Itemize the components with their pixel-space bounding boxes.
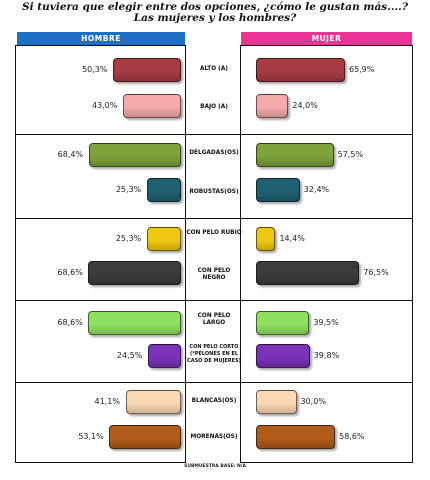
women-bar-morenas-os (256, 425, 336, 449)
men-bar-con-pelo-rubio (146, 227, 181, 251)
men-value-label: 25,3% (115, 234, 142, 243)
women-bar-alto-a (256, 58, 345, 82)
women-bar-con-pelo-rubio (256, 227, 276, 251)
women-bar-con-pelo-corto-pelones-e (256, 344, 310, 368)
women-header: Mujer (241, 32, 412, 46)
men-value-label: 68,4% (57, 150, 84, 159)
men-bar-delgadas-os (88, 143, 181, 167)
women-bar-blancas-os (256, 390, 297, 414)
men-bar-robustas-os (146, 178, 181, 202)
category-label-bajo-a: Bajo (a) (200, 104, 228, 110)
category-label-robustas-os: Robustas(os) (189, 189, 239, 195)
women-bar-delgadas-os (256, 143, 334, 167)
chart-title-line2: Las mujeres y los hombres? (133, 12, 297, 24)
men-value-label: 50,3% (82, 65, 108, 74)
women-bar-con-pelo-largo (256, 311, 310, 335)
men-value-label: 25,3% (115, 185, 142, 194)
men-value-label: 68,6% (57, 268, 83, 277)
women-value-label: 32,4% (303, 185, 330, 194)
women-value-label: 39,5% (313, 318, 339, 327)
women-bar-bajo-a (256, 94, 289, 118)
men-bar-con-pelo-corto-pelones-e (147, 344, 181, 368)
men-value-label: 53,1% (78, 432, 104, 441)
men-panel (15, 45, 186, 463)
chart-footer: Submuestra base: N/A (184, 464, 246, 469)
chart-title-line1: Si tuviera que elegir entre dos opciones… (22, 1, 408, 13)
women-panel (240, 45, 413, 463)
group-divider (15, 218, 413, 219)
women-value-label: 65,9% (348, 65, 375, 74)
men-bar-alto-a (113, 58, 181, 82)
men-value-label: 68,6% (57, 318, 83, 327)
category-label-blancas-os: Blancas(os) (191, 398, 237, 404)
category-label-delgadas-os: Delgadas(os) (189, 150, 239, 156)
group-divider (15, 382, 413, 383)
women-value-label: 24,0% (292, 101, 318, 110)
men-value-label: 43,0% (91, 101, 118, 110)
group-divider (15, 134, 413, 135)
category-label-alto-a: Alto (a) (200, 66, 228, 72)
group-divider (15, 300, 413, 301)
category-label-con-pelo-largo: Con pelo largo (197, 313, 231, 326)
men-bar-con-pelo-negro (88, 261, 181, 285)
women-bar-con-pelo-negro (256, 261, 360, 285)
men-bar-bajo-a (122, 94, 181, 118)
category-label-morenas-os: Morenas(os) (190, 434, 238, 440)
women-bar-robustas-os (256, 178, 300, 202)
women-value-label: 58,6% (339, 432, 365, 441)
men-header: Hombre (17, 32, 185, 46)
women-value-label: 30,0% (300, 397, 326, 406)
women-value-label: 39,8% (313, 351, 340, 360)
women-value-label: 57,5% (337, 150, 364, 159)
women-value-label: 76,5% (363, 268, 389, 277)
men-value-label: 41,1% (94, 397, 120, 406)
men-bar-blancas-os (125, 390, 181, 414)
men-bar-con-pelo-largo (88, 311, 181, 335)
men-value-label: 24,5% (116, 351, 143, 360)
women-value-label: 14,4% (279, 234, 305, 243)
category-label-con-pelo-negro: Con pelo negro (197, 268, 231, 281)
category-label-con-pelo-corto-pelones-e: Con pelo corto (*pelones en el caso de m… (187, 344, 241, 364)
men-bar-morenas-os (109, 425, 181, 449)
category-label-con-pelo-rubio: Con pelo rubio (186, 230, 242, 236)
